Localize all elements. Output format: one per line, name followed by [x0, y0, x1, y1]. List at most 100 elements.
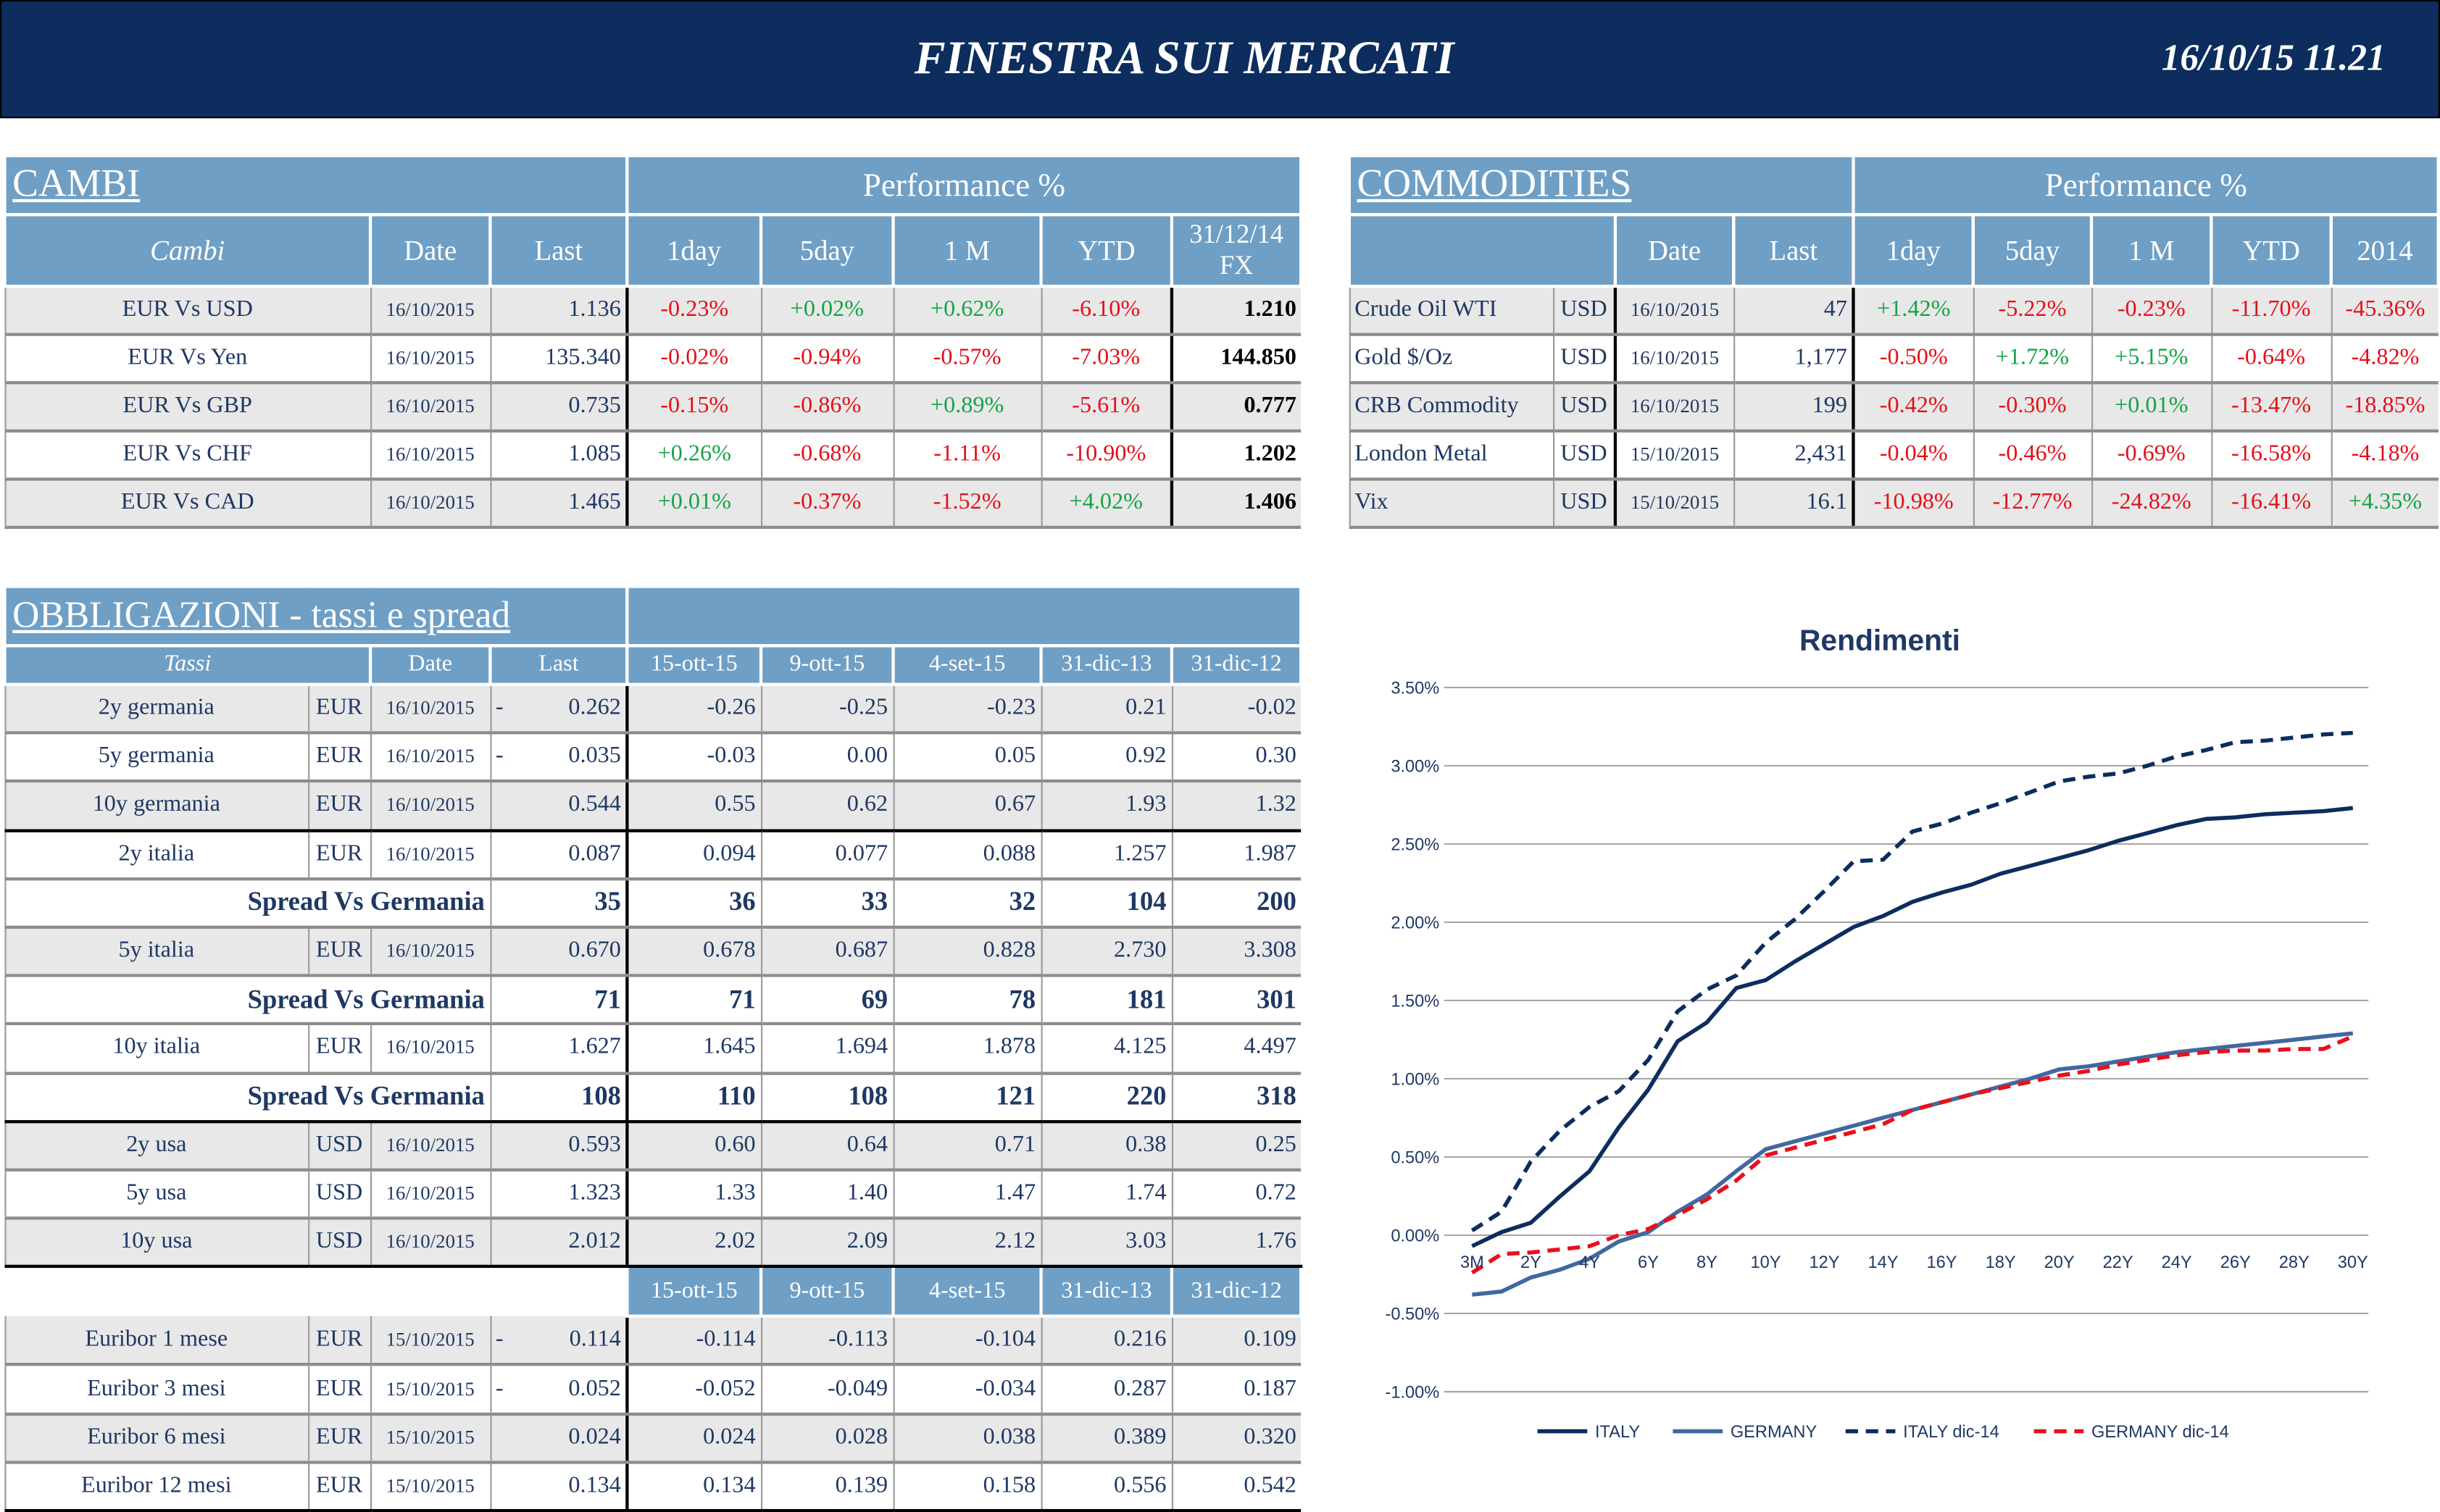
last-value: 0.024	[489, 1413, 628, 1464]
instrument-name: Euribor 3 mesi	[4, 1365, 309, 1416]
historic-value: -0.25	[760, 684, 894, 735]
legend-label: ITALY dic-14	[1903, 1423, 1999, 1442]
last-value: 135.340	[489, 334, 628, 385]
col-header-date-5: 31-dic-12	[1170, 643, 1303, 686]
historic-value: 0.687	[760, 927, 894, 977]
historic-value: 2.02	[625, 1218, 762, 1269]
historic-value: 0.024	[625, 1413, 762, 1464]
last-number: 0.024	[568, 1424, 621, 1450]
spread-label: Spread Vs Germania	[4, 1072, 491, 1123]
historic-value: 0.320	[1170, 1413, 1302, 1464]
commodity-row: Vix USD 15/10/2015 16.1 -10.98% -12.77% -24.82…	[1348, 479, 2439, 530]
commodity-row: Gold $/Oz USD 16/10/2015 1,177 -0.50% +1.72% +…	[1348, 334, 2439, 385]
rate-row: Euribor 12 mesi EUR 15/10/2015 0.134 0.134 0.…	[4, 1462, 1302, 1512]
perf-d5: -0.94%	[760, 334, 894, 385]
spread-value: 318	[1170, 1072, 1302, 1123]
date-cell: 16/10/2015	[369, 383, 491, 433]
historic-value: -0.114	[625, 1316, 762, 1367]
perf-y2014: -4.82%	[2330, 334, 2439, 385]
currency: EUR	[307, 781, 371, 832]
date-cell: 16/10/2015	[369, 286, 491, 336]
historic-value: 0.64	[760, 1121, 894, 1171]
historic-value: 0.216	[1040, 1316, 1173, 1367]
historic-value: 3.03	[1040, 1218, 1173, 1269]
historic-value: 0.72	[1170, 1169, 1302, 1220]
y-tick-label: 0.50%	[1391, 1149, 1439, 1168]
perf-ytd: -16.58%	[2210, 430, 2331, 481]
perf-m1: +0.62%	[892, 286, 1041, 336]
historic-value: -0.104	[892, 1316, 1041, 1367]
dash-marker: -	[495, 1327, 504, 1352]
instrument-name: Euribor 1 mese	[4, 1316, 309, 1367]
historic-value: 0.088	[892, 830, 1041, 880]
date-cell: 16/10/2015	[369, 1169, 491, 1220]
last-number: 2.012	[568, 1229, 621, 1255]
historic-value: 1.878	[892, 1024, 1041, 1074]
perf-y2014: +4.35%	[2330, 479, 2439, 530]
perf-m1: -24.82%	[2090, 479, 2212, 530]
col-header-1day: 1day	[625, 213, 763, 288]
currency: USD	[1552, 334, 1615, 385]
fx-row: EUR Vs GBP 16/10/2015 0.735 -0.15% -0.86% +0.…	[4, 383, 1302, 433]
rate-row: 5y italia EUR 16/10/2015 0.670 0.678 0.687 0.8…	[4, 927, 1302, 977]
perf-d5: +1.72%	[1972, 334, 2092, 385]
rate-row: 2y usa USD 16/10/2015 0.593 0.60 0.64 0.71 0.38…	[4, 1121, 1302, 1171]
currency: EUR	[307, 732, 371, 783]
col-header-1m: 1 M	[2089, 213, 2213, 288]
perf-d1: +1.42%	[1852, 286, 1973, 336]
rate-row: 10y italia EUR 16/10/2015 1.627 1.645 1.694 1.…	[4, 1024, 1302, 1074]
y-tick-label: 3.00%	[1391, 758, 1439, 777]
historic-value: 0.287	[1040, 1365, 1173, 1416]
spread-row: Spread Vs Germania 108 110 108 121 220 318	[4, 1072, 1302, 1123]
last-value: - 0.052	[489, 1365, 628, 1416]
date-cell: 16/10/2015	[1613, 334, 1734, 385]
pair-name: EUR Vs CHF	[4, 430, 371, 481]
date-cell: 16/10/2015	[369, 1218, 491, 1269]
x-tick-label: 16Y	[1927, 1253, 1957, 1272]
last-value: 0.593	[489, 1121, 628, 1171]
spread-label: Spread Vs Germania	[4, 975, 491, 1026]
bonds-table: OBBLIGAZIONI - tassi e spread Tassi Date…	[3, 585, 1303, 1512]
rate-row: 5y usa USD 16/10/2015 1.323 1.33 1.40 1.47 1.74…	[4, 1169, 1302, 1220]
historic-value: 0.077	[760, 830, 894, 880]
fx-value: 1.210	[1170, 286, 1302, 336]
spread-row: Spread Vs Germania 35 36 33 32 104 200	[4, 878, 1302, 929]
currency: EUR	[307, 684, 371, 735]
section-title-bonds: OBBLIGAZIONI - tassi e spread	[3, 585, 629, 648]
series-line-germany-dic-14	[1470, 1034, 2354, 1275]
commodity-name: Vix	[1348, 479, 1554, 530]
perf-ytd: -10.90%	[1040, 430, 1172, 481]
perf-y2014: -18.85%	[2330, 383, 2439, 433]
last-number: 0.087	[568, 840, 621, 866]
last-value: 1.136	[489, 286, 628, 336]
col-header-name	[1347, 213, 1617, 288]
currency: USD	[1552, 286, 1615, 336]
x-tick-label: 10Y	[1750, 1253, 1781, 1272]
last-number: 0.544	[568, 792, 621, 818]
currency: EUR	[307, 927, 371, 977]
historic-value: 0.134	[625, 1462, 762, 1512]
rate-row: Euribor 6 mesi EUR 15/10/2015 0.024 0.024 0.0…	[4, 1413, 1302, 1464]
currency: USD	[307, 1218, 371, 1269]
last-value: 0.087	[489, 830, 628, 880]
fx-row: EUR Vs Yen 16/10/2015 135.340 -0.02% -0.94% -…	[4, 334, 1302, 385]
perf-ytd: -7.03%	[1040, 334, 1172, 385]
y-tick-label: -0.50%	[1385, 1306, 1439, 1324]
instrument-name: 10y italia	[4, 1024, 309, 1074]
rate-row: 2y italia EUR 16/10/2015 0.087 0.094 0.077 0.0…	[4, 830, 1302, 880]
instrument-name: 10y usa	[4, 1218, 309, 1269]
last-value: 1.627	[489, 1024, 628, 1074]
rate-row: 10y germania EUR 16/10/2015 0.544 0.55 0.62 0.…	[4, 781, 1302, 832]
perf-d5: -0.46%	[1972, 430, 2092, 481]
date-cell: 15/10/2015	[1613, 430, 1734, 481]
perf-d1: -0.02%	[625, 334, 762, 385]
spread-value: 69	[760, 975, 894, 1026]
col-header-cambi: Cambi	[3, 213, 372, 288]
x-tick-label: 24Y	[2162, 1253, 2192, 1272]
page-title: FINESTRA SUI MERCATI	[914, 33, 1454, 84]
historic-value: 1.47	[892, 1169, 1041, 1220]
perf-d5: -0.30%	[1972, 383, 2092, 433]
date-cell: 16/10/2015	[1613, 286, 1734, 336]
col-header-5day: 5day	[759, 213, 895, 288]
